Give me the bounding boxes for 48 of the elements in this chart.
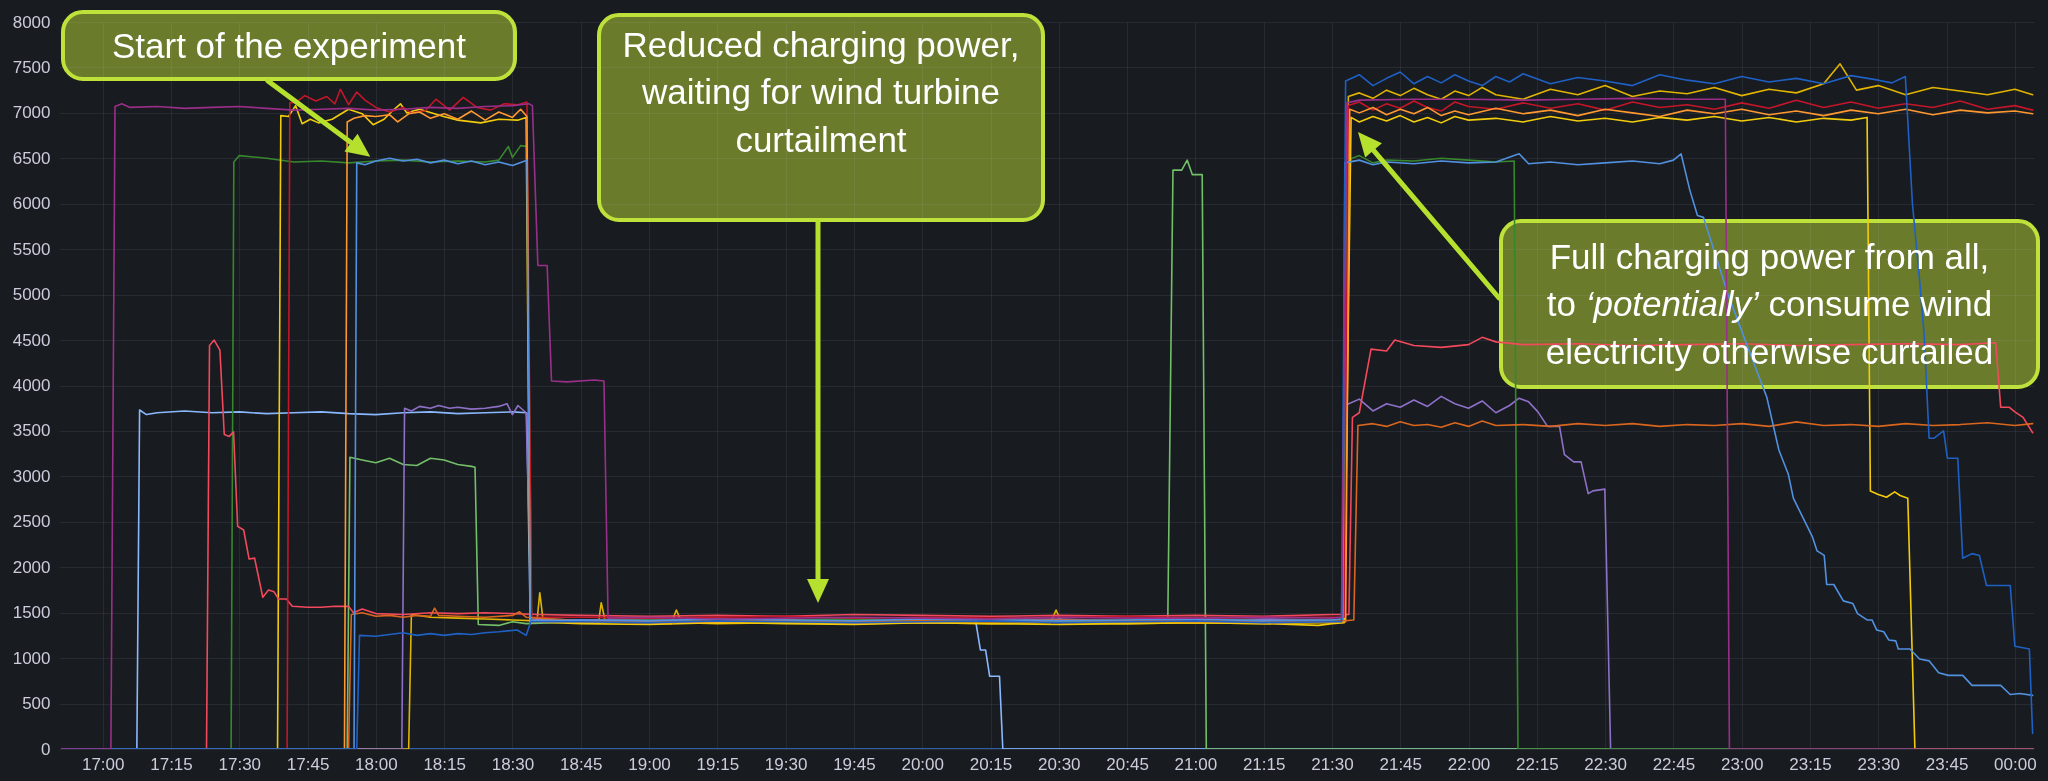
x-tick-label: 22:45 [1652,754,1696,774]
x-tick-label: 19:30 [764,754,808,774]
y-tick-label: 3000 [12,466,51,486]
y-tick-label: 4000 [12,376,51,395]
x-tick-label: 18:00 [355,754,398,774]
x-tick-label: 22:15 [1516,754,1559,774]
x-tick-label: 00:00 [1994,754,2037,774]
y-tick-label: 500 [22,694,51,714]
x-tick-label: 20:15 [969,754,1013,774]
annotation: Reduced charging power, waiting for wind turbine curtailment [622,25,1020,159]
x-tick-label: 21:30 [1311,754,1354,774]
x-tick-label: 22:30 [1584,754,1627,774]
x-tick-label: 19:15 [696,754,740,774]
x-tick-label: 19:45 [833,754,876,774]
y-tick-label: 1000 [12,648,51,668]
y-tick-label: 6500 [12,148,51,168]
y-tick-label: 7500 [12,57,51,77]
y-tick-label: 1500 [12,603,51,623]
x-tick-label: 21:15 [1242,754,1286,774]
annotation: Start of the experiment [111,25,467,65]
x-tick-label: 17:30 [218,754,262,774]
y-tick-label: 0 [41,739,51,759]
x-tick-label: 19:00 [628,754,671,774]
y-tick-label: 8000 [12,12,51,32]
x-tick-label: 22:00 [1447,754,1491,774]
x-tick-label: 17:15 [150,754,193,774]
x-tick-label: 23:00 [1720,754,1764,774]
x-tick-label: 18:15 [423,754,466,774]
y-tick-label: 2500 [12,512,51,532]
y-tick-label: 3500 [12,421,51,441]
x-tick-label: 20:00 [901,754,944,774]
x-tick-label: 18:30 [491,754,535,774]
x-tick-label: 18:45 [559,754,603,774]
x-tick-label: 20:30 [1038,754,1081,774]
x-tick-label: 23:45 [1925,754,1969,774]
x-tick-label: 23:15 [1789,754,1832,774]
x-tick-label: 17:00 [81,754,125,774]
y-tick-label: 5500 [12,239,51,259]
x-tick-label: 17:45 [286,754,330,774]
y-tick-label: 5000 [12,285,51,305]
y-tick-label: 6000 [12,194,51,214]
x-tick-label: 20:45 [1106,754,1149,774]
y-tick-label: 7000 [12,103,51,123]
x-tick-label: 21:45 [1379,754,1423,774]
y-tick-label: 4500 [12,330,51,350]
x-tick-label: 21:00 [1174,754,1218,774]
x-tick-label: 23:30 [1857,754,1901,774]
y-tick-label: 2000 [12,557,51,577]
